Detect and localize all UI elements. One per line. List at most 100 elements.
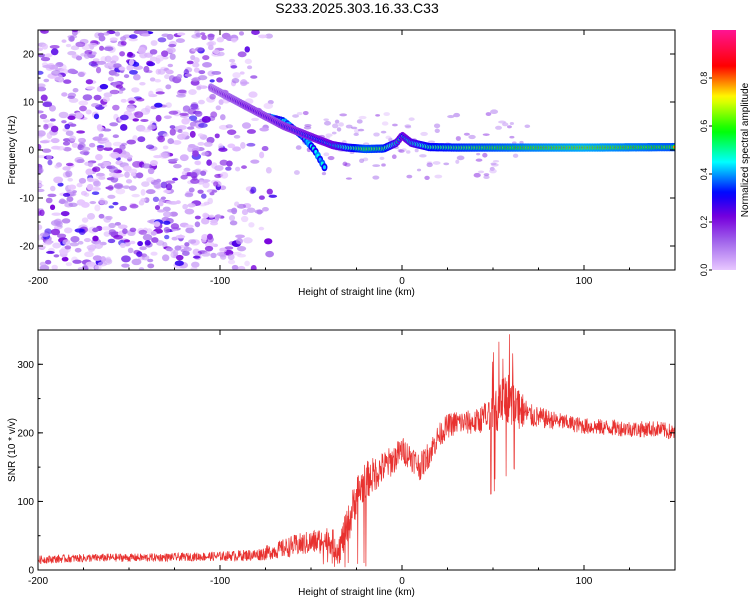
heatmap-cell — [62, 141, 71, 146]
heatmap-cell — [123, 239, 131, 243]
heatmap-cell — [115, 188, 126, 195]
heatmap-cell — [183, 167, 191, 172]
heatmap-cell — [202, 62, 213, 68]
heatmap-cell — [39, 209, 45, 217]
heatmap-cell — [138, 267, 145, 270]
heatmap-cell — [126, 105, 136, 112]
heatmap-cell — [74, 228, 85, 233]
snr-ytick-label: 200 — [17, 428, 34, 439]
heatmap-cell — [512, 153, 519, 158]
heatmap-cell — [129, 240, 136, 245]
heatmap-cell — [194, 221, 201, 228]
heatmap-cell — [77, 71, 85, 78]
heatmap-cell — [98, 213, 105, 219]
heatmap-cell — [256, 209, 263, 215]
heatmap-cell — [40, 94, 48, 102]
heatmap-cell — [149, 77, 156, 82]
heatmap-cell — [483, 173, 490, 177]
heatmap-cell — [392, 123, 398, 127]
heatmap-cell — [161, 254, 170, 262]
heatmap-cell — [240, 141, 246, 149]
heatmap-cell — [175, 200, 181, 205]
heatmap-cell — [121, 255, 131, 263]
heatmap-cell — [61, 92, 68, 97]
heatmap-cell — [114, 73, 120, 77]
heatmap-cell — [238, 31, 245, 36]
heatmap-ytick-label: -10 — [20, 194, 35, 205]
heatmap-cell — [163, 189, 171, 194]
heatmap-cell — [38, 180, 43, 184]
heatmap-cell — [38, 224, 43, 231]
heatmap-cell — [406, 150, 411, 154]
heatmap-cell — [147, 263, 155, 269]
heatmap-cell — [350, 126, 358, 130]
heatmap-cell — [38, 188, 45, 193]
heatmap-cell — [207, 44, 214, 51]
heatmap-cell — [98, 133, 104, 138]
heatmap-cell — [265, 33, 273, 39]
heatmap-cell — [303, 126, 312, 130]
snr-series-line — [38, 334, 675, 568]
heatmap-cell — [119, 51, 125, 57]
heatmap-cell — [81, 217, 89, 223]
heatmap-cell — [244, 260, 250, 267]
heatmap-cell — [146, 177, 155, 183]
heatmap-cell — [168, 110, 179, 115]
heatmap-cell — [434, 174, 443, 179]
heatmap-cell — [176, 73, 183, 79]
heatmap-cell — [154, 204, 161, 211]
colorbar-tick-label: 0.8 — [699, 72, 709, 85]
heatmap-ridge-cell — [322, 165, 326, 170]
heatmap-cell — [236, 203, 247, 209]
heatmap-cell — [509, 135, 515, 139]
heatmap-cell — [426, 162, 433, 168]
heatmap-cell — [85, 79, 94, 85]
heatmap-cell — [92, 235, 99, 242]
heatmap-cell — [424, 175, 430, 181]
heatmap-cell — [172, 140, 182, 145]
heatmap-cell — [398, 149, 405, 153]
heatmap-cell — [381, 121, 389, 126]
heatmap-cell — [200, 193, 207, 199]
heatmap-cell — [200, 170, 207, 176]
heatmap-cell — [95, 153, 103, 161]
heatmap-cell — [83, 52, 91, 59]
heatmap-cell — [72, 87, 79, 93]
heatmap-cell — [204, 245, 214, 252]
heatmap-cell — [195, 160, 202, 166]
heatmap-cell — [244, 58, 252, 65]
heatmap-cell — [114, 173, 125, 178]
heatmap-cell — [100, 161, 111, 167]
heatmap-cell — [200, 217, 210, 225]
colorbar-tick-label: 0.6 — [699, 120, 709, 133]
heatmap-cell — [184, 192, 194, 198]
heatmap-cell — [142, 234, 153, 241]
heatmap-cell — [44, 53, 53, 58]
heatmap-cell — [338, 122, 344, 127]
heatmap-cell — [106, 165, 113, 170]
heatmap-cell — [100, 256, 107, 263]
heatmap-cell — [165, 84, 172, 90]
heatmap-cell — [38, 83, 46, 88]
heatmap-cell — [202, 55, 210, 61]
heatmap-cell — [216, 251, 227, 257]
heatmap-cell — [358, 128, 365, 132]
heatmap-cell — [345, 124, 353, 129]
heatmap-cell — [447, 114, 455, 119]
heatmap-cell — [46, 250, 55, 254]
heatmap-cell — [63, 227, 73, 234]
heatmap-cell — [75, 55, 83, 61]
heatmap-cell — [39, 261, 47, 267]
heatmap-cell — [179, 154, 189, 162]
heatmap-cell — [265, 250, 274, 258]
heatmap-cell — [177, 89, 187, 94]
heatmap-cell — [50, 138, 60, 144]
heatmap-cell — [261, 146, 269, 152]
heatmap-cell — [120, 98, 127, 103]
heatmap-cell — [225, 124, 233, 129]
heatmap-cell — [232, 72, 241, 79]
heatmap-cell — [233, 134, 241, 139]
heatmap-cell — [143, 65, 150, 73]
heatmap-cell — [86, 177, 94, 183]
heatmap-cell — [38, 234, 42, 241]
